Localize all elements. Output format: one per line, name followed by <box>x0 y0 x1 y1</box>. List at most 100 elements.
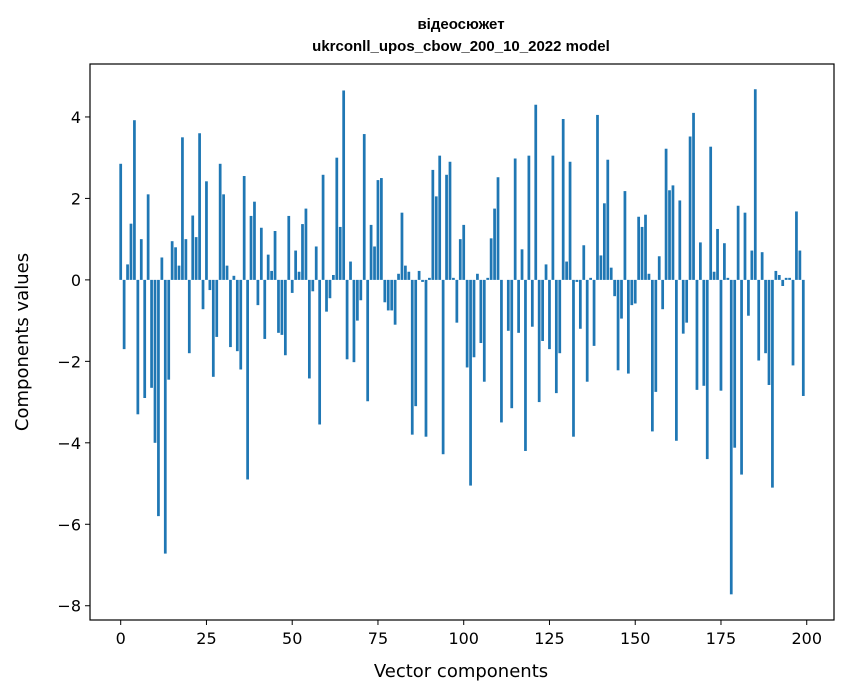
bars-group <box>119 89 805 595</box>
bar <box>362 134 366 280</box>
bar <box>366 279 370 402</box>
bar <box>452 277 455 280</box>
bar <box>476 273 479 280</box>
bar <box>253 201 256 280</box>
bar <box>530 279 534 327</box>
bar <box>434 196 438 280</box>
bar <box>174 247 177 280</box>
bar <box>321 174 325 280</box>
bar <box>548 279 551 350</box>
bar <box>572 279 575 437</box>
bar <box>136 279 140 415</box>
bar <box>544 264 548 280</box>
bar <box>133 120 136 280</box>
bar <box>259 227 263 280</box>
bar <box>493 208 496 280</box>
bar <box>541 279 544 341</box>
bar <box>558 279 562 354</box>
bar <box>187 279 191 354</box>
bar <box>757 279 761 361</box>
bar <box>613 279 617 297</box>
plot-frame <box>89 63 835 621</box>
bar <box>208 279 212 291</box>
x-tick-label: 175 <box>706 629 737 648</box>
bar <box>578 279 582 329</box>
bar <box>764 279 767 354</box>
bar <box>554 279 558 394</box>
bar <box>153 279 157 443</box>
bar <box>633 279 637 304</box>
bar <box>705 279 709 460</box>
bar <box>163 279 167 554</box>
bar <box>733 279 737 448</box>
bar <box>479 279 483 344</box>
bar <box>359 279 363 301</box>
bar <box>589 277 592 280</box>
bar <box>256 279 260 306</box>
bar <box>431 169 435 280</box>
y-axis-label: Components values <box>12 253 33 431</box>
bar <box>383 279 387 303</box>
bar <box>592 279 596 346</box>
bar <box>335 157 339 280</box>
y-tick-label: −2 <box>57 352 81 371</box>
bar <box>311 279 315 292</box>
bar <box>465 279 469 368</box>
bar <box>788 277 791 280</box>
bar <box>332 274 335 280</box>
bar <box>517 279 520 333</box>
y-tick-label: 4 <box>71 108 81 127</box>
bar <box>524 279 527 451</box>
y-tick-label: 2 <box>71 189 81 208</box>
bar <box>668 190 671 280</box>
bar <box>599 255 603 280</box>
bar <box>582 245 586 280</box>
bar <box>651 279 654 432</box>
bar <box>397 273 400 280</box>
bar <box>177 265 181 280</box>
bar <box>345 279 349 360</box>
bar <box>410 279 414 435</box>
bar <box>771 279 774 488</box>
bar <box>671 185 675 280</box>
bar <box>287 215 291 280</box>
chart-title-line-1: відеосюжет <box>417 16 504 33</box>
bar <box>692 112 695 280</box>
bar <box>623 191 627 280</box>
bar <box>510 279 514 409</box>
bar <box>609 267 613 280</box>
bar <box>750 250 754 280</box>
bar <box>644 214 647 280</box>
bar <box>726 277 730 280</box>
bar <box>568 161 572 280</box>
bar <box>626 279 630 374</box>
bar <box>640 226 644 280</box>
bar <box>184 239 188 280</box>
bar <box>462 224 466 280</box>
bar <box>606 159 610 280</box>
bar <box>482 279 486 382</box>
bar <box>280 279 284 335</box>
bar <box>328 279 332 299</box>
bar <box>760 252 764 280</box>
bar <box>719 279 723 391</box>
bar <box>486 277 490 280</box>
x-tick-label: 25 <box>196 629 216 648</box>
bar <box>400 212 404 280</box>
bar <box>784 277 788 280</box>
bar <box>160 257 164 280</box>
bar <box>791 279 795 366</box>
bar <box>266 254 270 280</box>
x-tick-label: 125 <box>534 629 565 648</box>
x-ticks: 0 25 50 75 100 125 150 175 200 <box>116 620 822 648</box>
bar <box>246 279 249 480</box>
bar <box>294 250 298 280</box>
bar <box>774 270 778 280</box>
bar <box>561 118 565 280</box>
bar <box>390 279 394 311</box>
bar <box>709 146 713 280</box>
bar <box>664 148 668 280</box>
bar <box>414 279 418 407</box>
bar <box>496 177 500 280</box>
